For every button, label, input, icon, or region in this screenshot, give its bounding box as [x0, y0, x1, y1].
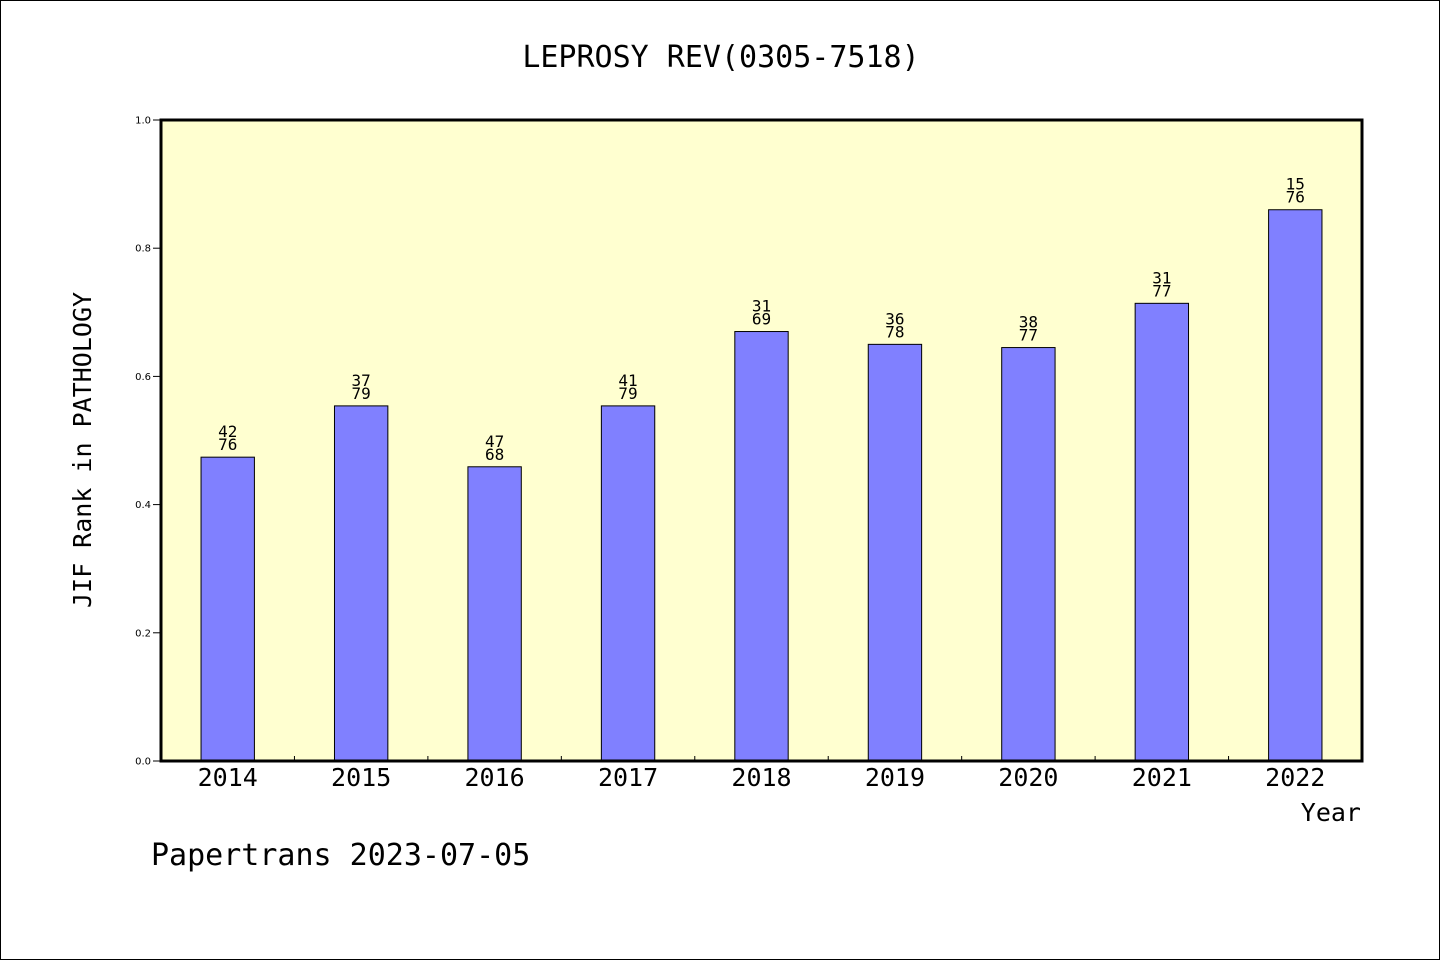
bar-total-label: 68 — [485, 445, 504, 464]
bar-2017 — [600, 405, 656, 762]
bar-rank-label: 38 — [1019, 313, 1038, 332]
bar-2022 — [1268, 209, 1323, 762]
footer-text: Papertrans 2023-07-05 — [151, 838, 530, 873]
y-axis-label: JIF Rank in PATHOLOGY — [68, 292, 97, 608]
bar-rank-label: 36 — [885, 309, 904, 328]
x-tick-label: 2014 — [198, 763, 258, 792]
bar-total-label: 79 — [618, 384, 637, 403]
bar-2020 — [1001, 347, 1056, 762]
bar-total-label: 78 — [885, 322, 904, 341]
chart-title: LEPROSY REV(0305-7518) — [522, 40, 919, 75]
bar-2016 — [467, 466, 522, 762]
y-tick-label: 0.0 — [135, 757, 151, 768]
x-axis-label: Year — [1301, 798, 1361, 827]
bar-rank-label: 47 — [485, 432, 504, 451]
y-axis-ticks: 0.0 0.2 0.4 0.6 0.8 1.0 — [135, 116, 161, 768]
x-tick-label: 2022 — [1265, 763, 1325, 792]
bar-total-label: 76 — [1286, 188, 1305, 207]
bar-rank-label: 15 — [1286, 175, 1305, 194]
bar-total-label: 76 — [218, 435, 237, 454]
x-tick-label: 2016 — [465, 763, 525, 792]
bar-rank-label: 41 — [618, 371, 637, 390]
bar-2015 — [333, 405, 389, 762]
bar-rank-label: 31 — [752, 297, 771, 316]
y-tick-label: 0.4 — [135, 500, 151, 511]
bar-2019 — [867, 343, 923, 762]
bars-layer — [200, 209, 1323, 762]
x-tick-label: 2018 — [731, 763, 791, 792]
x-tick-label: 2019 — [865, 763, 925, 792]
bar-2021 — [1134, 302, 1190, 762]
plot-border — [159, 118, 1364, 763]
x-tick-label: 2020 — [998, 763, 1058, 792]
x-tick-label: 2021 — [1132, 763, 1192, 792]
bar-rank-label: 37 — [352, 371, 371, 390]
bar-total-label: 77 — [1019, 326, 1038, 345]
x-tick-label: 2017 — [598, 763, 658, 792]
y-tick-label: 0.6 — [135, 372, 151, 383]
y-tick-label: 1.0 — [135, 116, 151, 127]
bar-2018 — [734, 331, 789, 762]
x-tick-label: 2015 — [331, 763, 391, 792]
y-tick-label: 0.8 — [135, 244, 151, 255]
bar-2014 — [200, 456, 255, 762]
bar-total-label: 77 — [1152, 281, 1171, 300]
bar-rank-label: 42 — [218, 422, 237, 441]
bar-rank-label: 31 — [1152, 268, 1171, 287]
x-axis-ticks: 2014 2015 2016 2017 2018 2019 2020 2021 2022 — [198, 756, 1325, 792]
y-tick-label: 0.2 — [135, 628, 151, 639]
bar-total-label: 69 — [752, 310, 771, 329]
bar-total-label: 79 — [352, 384, 371, 403]
